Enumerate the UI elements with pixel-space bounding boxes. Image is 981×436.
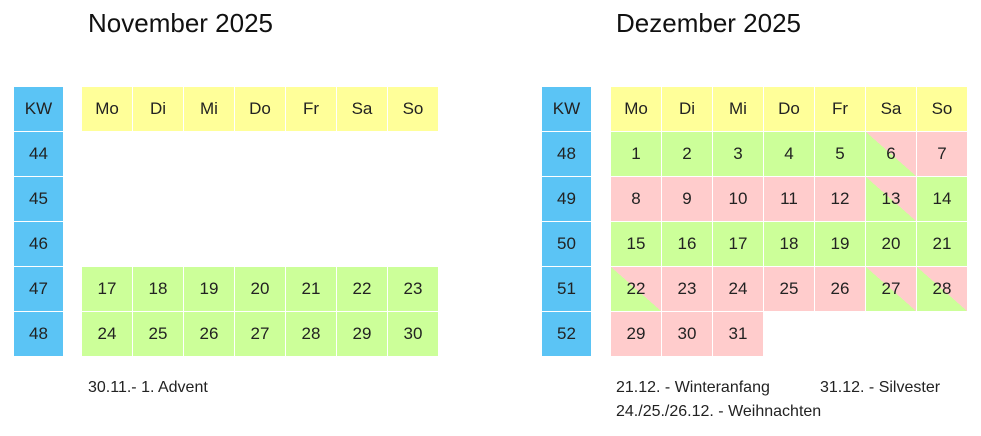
november-weekday-header-4: Fr <box>286 87 337 132</box>
december-day-cell: 18 <box>764 222 815 267</box>
december-day-cell: 30 <box>662 312 713 357</box>
december-day-cell: 13 <box>866 177 917 222</box>
december-day-cell: 21 <box>917 222 968 267</box>
december-weekday-header-4: Fr <box>815 87 866 132</box>
december-kw-cell: 51 <box>542 267 592 312</box>
december-kw-cell: 50 <box>542 222 592 267</box>
december-note-silvester: 31.12. - Silvester <box>820 379 941 396</box>
december-day-cell: 8 <box>611 177 662 222</box>
december-day-cell: 9 <box>662 177 713 222</box>
december-day-cell: 12 <box>815 177 866 222</box>
december-kw-header: KW <box>542 87 592 132</box>
december-day-cell: 1 <box>611 132 662 177</box>
december-day-cell: 23 <box>662 267 713 312</box>
december-note-winteranfang: 21.12. - Winteranfang <box>616 379 770 396</box>
december-title: Dezember 2025 <box>616 8 801 38</box>
november-kw-cell: 48 <box>14 312 64 357</box>
november-day-cell: 22 <box>337 267 388 312</box>
december-kw-cell: 48 <box>542 132 592 177</box>
november-weekday-header-2: Mi <box>184 87 235 132</box>
november-day-cell: 19 <box>184 267 235 312</box>
december-weekday-header-6: So <box>917 87 968 132</box>
december-day-cell: 20 <box>866 222 917 267</box>
december-day-cell: 3 <box>713 132 764 177</box>
december-day-cell: 31 <box>713 312 764 357</box>
november-day-cell: 30 <box>388 312 439 357</box>
november-weekday-header-5: Sa <box>337 87 388 132</box>
december-kw-cell: 52 <box>542 312 592 357</box>
december-day-cell: 15 <box>611 222 662 267</box>
november-note-advent: 30.11.- 1. Advent <box>88 379 208 396</box>
december-day-cell: 17 <box>713 222 764 267</box>
november-day-cell: 18 <box>133 267 184 312</box>
december-note-weihnachten: 24./25./26.12. - Weihnachten <box>616 403 822 420</box>
november-day-cell: 20 <box>235 267 286 312</box>
december-weekday-header-1: Di <box>662 87 713 132</box>
november-weekday-header-6: So <box>388 87 439 132</box>
november-day-cell: 25 <box>133 312 184 357</box>
december-day-cell: 26 <box>815 267 866 312</box>
december-day-cell: 4 <box>764 132 815 177</box>
december-day-cell: 5 <box>815 132 866 177</box>
december-day-cell: 27 <box>866 267 917 312</box>
november-day-cell: 24 <box>82 312 133 357</box>
december-weekday-header-0: Mo <box>611 87 662 132</box>
december-day-cell: 24 <box>713 267 764 312</box>
november-day-cell: 26 <box>184 312 235 357</box>
december-weekday-header-5: Sa <box>866 87 917 132</box>
november-kw-cell: 46 <box>14 222 64 267</box>
december-weekday-header-2: Mi <box>713 87 764 132</box>
november-kw-cell: 47 <box>14 267 64 312</box>
december-weekday-header-3: Do <box>764 87 815 132</box>
november-title: November 2025 <box>88 8 273 38</box>
december-day-cell: 2 <box>662 132 713 177</box>
december-day-cell: 7 <box>917 132 968 177</box>
november-kw-header: KW <box>14 87 64 132</box>
november-kw-cell: 44 <box>14 132 64 177</box>
november-day-cell: 21 <box>286 267 337 312</box>
november-day-cell: 29 <box>337 312 388 357</box>
december-day-cell: 28 <box>917 267 968 312</box>
december-day-cell: 14 <box>917 177 968 222</box>
december-day-cell: 11 <box>764 177 815 222</box>
november-day-cell: 28 <box>286 312 337 357</box>
december-day-cell: 22 <box>611 267 662 312</box>
december-day-cell: 16 <box>662 222 713 267</box>
november-day-cell: 23 <box>388 267 439 312</box>
november-weekday-header-1: Di <box>133 87 184 132</box>
november-kw-cell: 45 <box>14 177 64 222</box>
december-kw-cell: 49 <box>542 177 592 222</box>
december-day-cell: 6 <box>866 132 917 177</box>
december-day-cell: 25 <box>764 267 815 312</box>
november-weekday-header-3: Do <box>235 87 286 132</box>
november-weekday-header-0: Mo <box>82 87 133 132</box>
november-day-cell: 17 <box>82 267 133 312</box>
november-day-cell: 27 <box>235 312 286 357</box>
december-day-cell: 29 <box>611 312 662 357</box>
december-day-cell: 19 <box>815 222 866 267</box>
december-day-cell: 10 <box>713 177 764 222</box>
